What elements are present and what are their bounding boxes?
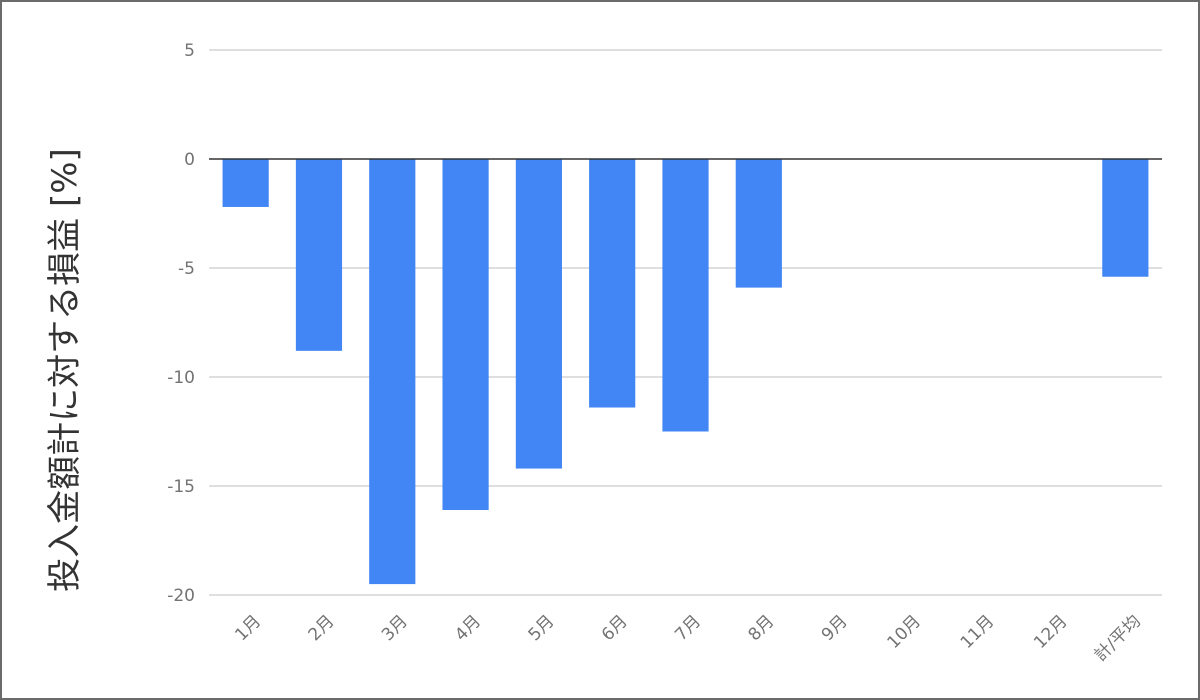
x-tick-label: 12月 <box>1030 611 1071 652</box>
x-tick-label: 1月 <box>231 611 265 645</box>
bar <box>515 159 562 469</box>
bars <box>222 159 1149 585</box>
y-tick-label: -5 <box>178 259 195 279</box>
x-axis-ticks: 1月 2月 3月 4月 5月 6月 7月 8月 9月 10月 11月 12月 計/平均 <box>231 611 1145 665</box>
x-tick-label: 計/平均 <box>1091 611 1145 665</box>
y-tick-label: -10 <box>167 368 195 388</box>
bar <box>222 159 269 207</box>
x-tick-label: 10月 <box>883 611 924 652</box>
bar <box>1102 159 1149 277</box>
x-tick-label: 11月 <box>957 611 998 652</box>
x-tick-label: 8月 <box>745 611 779 645</box>
bar <box>369 159 416 585</box>
y-tick-label: 5 <box>184 41 195 61</box>
bar <box>589 159 636 408</box>
bar <box>442 159 489 510</box>
x-tick-label: 2月 <box>305 611 339 645</box>
x-tick-label: 6月 <box>598 611 632 645</box>
y-tick-label: -20 <box>167 586 195 606</box>
y-tick-label: -15 <box>167 477 195 497</box>
bar <box>735 159 782 288</box>
x-tick-label: 5月 <box>525 611 559 645</box>
x-tick-label: 4月 <box>451 611 485 645</box>
y-tick-label: 0 <box>184 150 195 170</box>
y-axis-title: 投入金額計に対する損益 [%] <box>45 148 85 592</box>
x-tick-label: 7月 <box>671 611 705 645</box>
bar <box>295 159 343 351</box>
y-axis-ticks: 5 0 -5 -10 -15 -20 <box>167 41 195 606</box>
bar <box>662 159 709 432</box>
x-tick-label: 3月 <box>378 611 412 645</box>
x-tick-label: 9月 <box>818 611 852 645</box>
